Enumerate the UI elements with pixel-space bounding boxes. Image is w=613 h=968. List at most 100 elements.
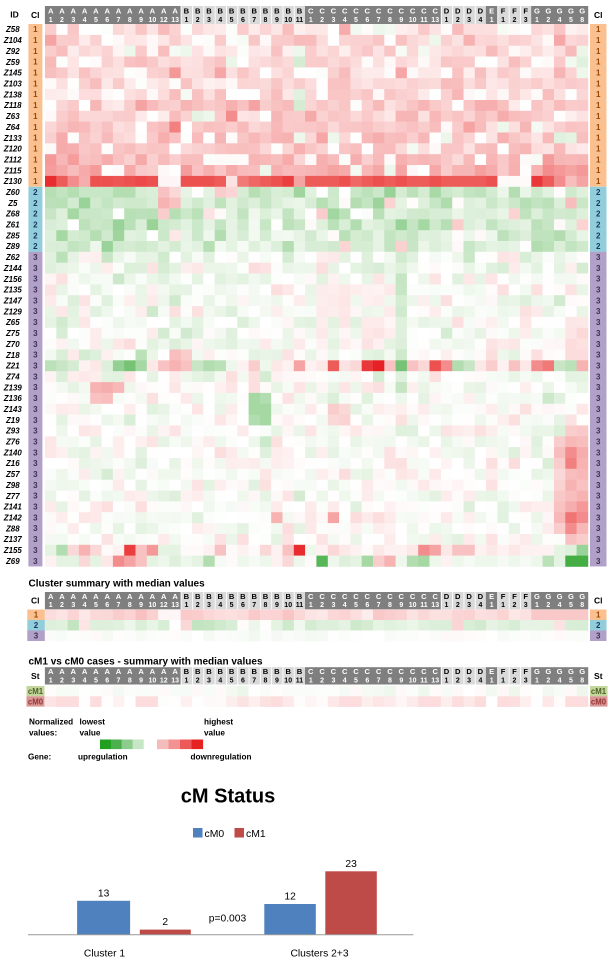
svg-text:4: 4 [83,677,87,684]
svg-text:1: 1 [33,145,38,154]
svg-text:7: 7 [117,602,121,609]
svg-text:3: 3 [596,318,601,327]
svg-text:F: F [523,6,528,15]
svg-text:1: 1 [596,166,601,175]
svg-text:7: 7 [252,602,256,609]
svg-text:8: 8 [580,602,584,609]
svg-text:A: A [104,667,110,676]
svg-text:A: A [172,592,178,601]
svg-text:C: C [365,592,371,601]
svg-text:3: 3 [596,351,601,360]
svg-text:value: value [204,729,225,738]
svg-text:1: 1 [501,677,505,684]
svg-text:3: 3 [33,557,38,566]
svg-text:2: 2 [596,621,601,630]
svg-text:B: B [240,592,246,601]
svg-text:9: 9 [399,602,403,609]
svg-text:5: 5 [354,17,358,24]
svg-text:A: A [161,592,167,601]
svg-text:4: 4 [343,17,347,24]
svg-text:3: 3 [467,602,471,609]
svg-text:1: 1 [490,677,494,684]
svg-text:A: A [150,592,156,601]
svg-text:Z16: Z16 [5,459,20,468]
svg-text:Z93: Z93 [5,427,20,436]
svg-text:3: 3 [33,253,38,262]
svg-text:B: B [251,592,257,601]
svg-text:A: A [161,667,167,676]
svg-text:C: C [308,6,314,15]
svg-text:3: 3 [596,264,601,273]
svg-text:Z57: Z57 [5,470,20,479]
svg-text:Z85: Z85 [5,231,20,240]
svg-text:8: 8 [580,17,584,24]
svg-text:D: D [478,592,484,601]
svg-text:2: 2 [320,677,324,684]
svg-text:1: 1 [596,145,601,154]
svg-text:B: B [229,667,235,676]
svg-text:3: 3 [33,383,38,392]
svg-text:A: A [59,667,65,676]
svg-text:Z115: Z115 [3,166,22,175]
svg-text:3: 3 [33,351,38,360]
svg-text:downregulation: downregulation [191,753,252,762]
svg-text:F: F [512,667,517,676]
svg-text:2: 2 [33,199,38,208]
svg-text:A: A [48,6,54,15]
svg-text:3: 3 [33,329,38,338]
svg-text:3: 3 [33,394,38,403]
svg-text:upregulation: upregulation [78,753,128,762]
svg-text:9: 9 [399,677,403,684]
svg-text:3: 3 [33,340,38,349]
svg-text:2: 2 [196,17,200,24]
svg-text:A: A [127,667,133,676]
svg-text:2: 2 [60,602,64,609]
svg-text:8: 8 [388,602,392,609]
svg-text:Z76: Z76 [5,438,20,447]
svg-text:3: 3 [33,416,38,425]
svg-text:Z156: Z156 [3,275,23,284]
svg-text:B: B [195,667,201,676]
svg-text:1: 1 [596,36,601,45]
svg-text:2: 2 [546,17,550,24]
svg-text:A: A [59,6,65,15]
svg-text:12: 12 [160,17,168,24]
svg-text:1: 1 [184,602,188,609]
svg-text:G: G [568,667,574,676]
svg-text:G: G [545,6,551,15]
svg-text:1: 1 [33,90,38,99]
svg-text:A: A [116,6,122,15]
svg-text:1: 1 [309,17,313,24]
svg-text:p=0.003: p=0.003 [209,914,247,925]
svg-text:1: 1 [33,166,38,175]
svg-text:5: 5 [354,602,358,609]
svg-text:6: 6 [241,602,245,609]
svg-text:B: B [274,592,280,601]
svg-text:1: 1 [445,602,449,609]
svg-text:1: 1 [596,123,601,132]
svg-text:1: 1 [535,17,539,24]
svg-text:cM Status: cM Status [181,786,275,808]
svg-text:12: 12 [160,602,168,609]
svg-text:1: 1 [490,17,494,24]
svg-text:B: B [297,6,303,15]
svg-text:3: 3 [596,448,601,457]
svg-text:B: B [251,6,257,15]
svg-text:C: C [399,667,405,676]
svg-text:A: A [82,6,88,15]
svg-text:3: 3 [207,17,211,24]
svg-text:13: 13 [171,17,179,24]
svg-text:Z68: Z68 [5,210,20,219]
svg-text:1: 1 [33,112,38,121]
svg-text:4: 4 [558,677,562,684]
svg-text:C: C [421,592,427,601]
svg-text:A: A [172,667,178,676]
svg-text:G: G [534,592,540,601]
svg-text:G: G [545,592,551,601]
svg-text:3: 3 [33,427,38,436]
svg-text:3: 3 [33,448,38,457]
svg-text:Z155: Z155 [3,546,23,555]
svg-text:G: G [568,592,574,601]
svg-text:E: E [489,667,494,676]
svg-text:8: 8 [128,602,132,609]
